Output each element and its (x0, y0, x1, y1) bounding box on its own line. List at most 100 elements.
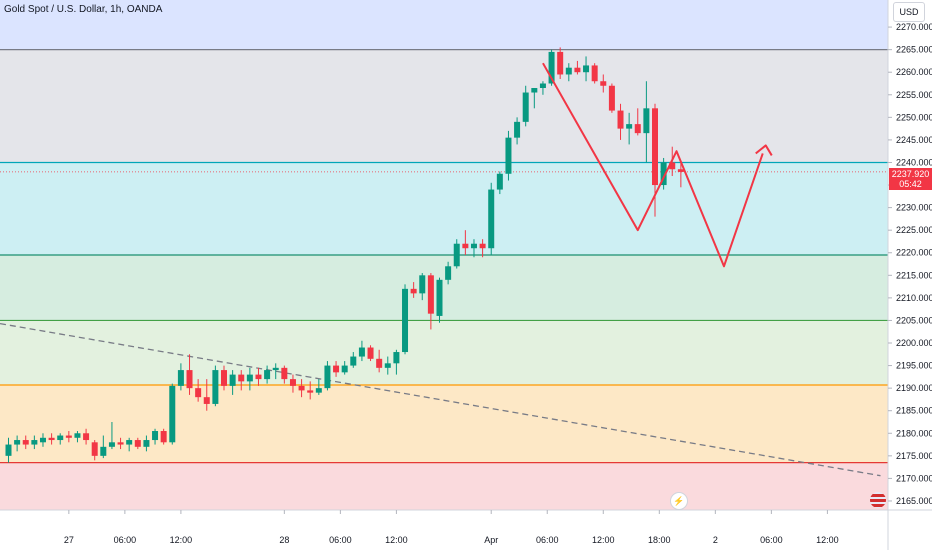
candle (169, 383, 176, 445)
candle-body (152, 431, 159, 441)
us-flag-icon[interactable] (870, 492, 886, 508)
candle (462, 230, 469, 255)
projection-path (542, 62, 764, 268)
candle (186, 354, 193, 395)
y-tick-label: 2215.000 (896, 270, 932, 280)
x-tick-label: 06:00 (329, 535, 352, 545)
candle-body (48, 437, 55, 441)
y-tick-label: 2245.000 (896, 135, 932, 145)
last-price-tag: 2237.920 05:42 (889, 168, 932, 190)
candle (514, 117, 521, 145)
zone-band (0, 162, 888, 255)
x-tick-label: 12:00 (816, 535, 839, 545)
candle (307, 381, 314, 400)
candle (574, 60, 581, 75)
zone-band (0, 49, 888, 163)
candle (350, 352, 357, 368)
candle (436, 277, 443, 323)
candle-body (5, 444, 12, 456)
zone-band (0, 462, 888, 510)
y-tick-label: 2225.000 (896, 225, 932, 235)
y-tick-label: 2220.000 (896, 248, 932, 258)
y-tick-label: 2190.000 (896, 383, 932, 393)
y-tick-label: 2260.000 (896, 67, 932, 77)
candle (643, 81, 650, 163)
y-tick-label: 2270.000 (896, 22, 932, 32)
candle-body (169, 385, 176, 443)
candle (505, 130, 512, 181)
candle-body (626, 124, 633, 129)
candle (557, 47, 564, 79)
candle (238, 370, 245, 391)
x-tick-label: 12:00 (170, 535, 193, 545)
candle (65, 431, 72, 443)
candle-body (298, 385, 305, 391)
candle-body (548, 51, 555, 84)
candle-body (634, 124, 641, 134)
candle (108, 421, 115, 450)
candle (221, 365, 227, 391)
candle-body (160, 431, 167, 443)
candle (677, 162, 684, 188)
projection-layer (542, 62, 773, 268)
candle-body (186, 370, 193, 389)
candle-body (100, 446, 107, 456)
candle-body (341, 365, 348, 373)
candle (393, 349, 400, 375)
candle-body (479, 243, 486, 249)
last-price-value: 2237.920 (891, 169, 930, 179)
candle-body (333, 365, 340, 373)
y-tick-label: 2195.000 (896, 361, 932, 371)
x-tick-label: 27 (64, 535, 74, 545)
candle (445, 261, 452, 285)
candle-body (402, 288, 409, 353)
candle-body (281, 367, 288, 380)
candle-body (143, 440, 150, 447)
candle-body (108, 442, 115, 447)
candle-body (384, 363, 391, 368)
candle (324, 361, 331, 391)
lightning-icon[interactable]: ⚡ (670, 492, 688, 510)
candle (583, 56, 590, 82)
candle (246, 367, 253, 391)
candle-body (436, 279, 443, 316)
candle (367, 345, 374, 362)
bar-countdown: 05:42 (899, 179, 922, 189)
candle-body (488, 189, 495, 249)
symbol-title[interactable]: Gold Spot / U.S. Dollar, 1h, OANDA (4, 4, 163, 15)
candle (315, 379, 322, 395)
candle-body (574, 67, 581, 73)
candle (617, 103, 624, 140)
candle (152, 428, 159, 445)
candle-body (505, 137, 512, 174)
trendline-layer (0, 322, 881, 477)
candle-body (264, 370, 271, 380)
candle-body (557, 51, 564, 75)
x-tick-label: 12:00 (592, 535, 615, 545)
candle (48, 433, 55, 445)
candle-body (591, 65, 598, 82)
candle (91, 440, 98, 461)
currency-button[interactable]: USD (893, 2, 925, 22)
candle-body (539, 83, 546, 89)
candle-body (307, 390, 314, 393)
candle (134, 437, 141, 450)
y-tick-label: 2165.000 (896, 496, 932, 506)
candle-body (669, 162, 676, 170)
y-tick-label: 2210.000 (896, 293, 932, 303)
x-tick-label: 12:00 (385, 535, 408, 545)
candle-body (229, 374, 236, 386)
candle-body (289, 379, 296, 386)
trendline (0, 322, 881, 477)
candle (14, 435, 21, 452)
candle-body (272, 367, 279, 371)
candle (333, 361, 340, 377)
y-tick-label: 2175.000 (896, 451, 932, 461)
candle-body (358, 347, 365, 357)
candle-body (652, 108, 658, 186)
candle (264, 365, 271, 384)
y-tick-label: 2205.000 (896, 315, 932, 325)
candle (229, 370, 236, 395)
candle-body (470, 243, 477, 249)
